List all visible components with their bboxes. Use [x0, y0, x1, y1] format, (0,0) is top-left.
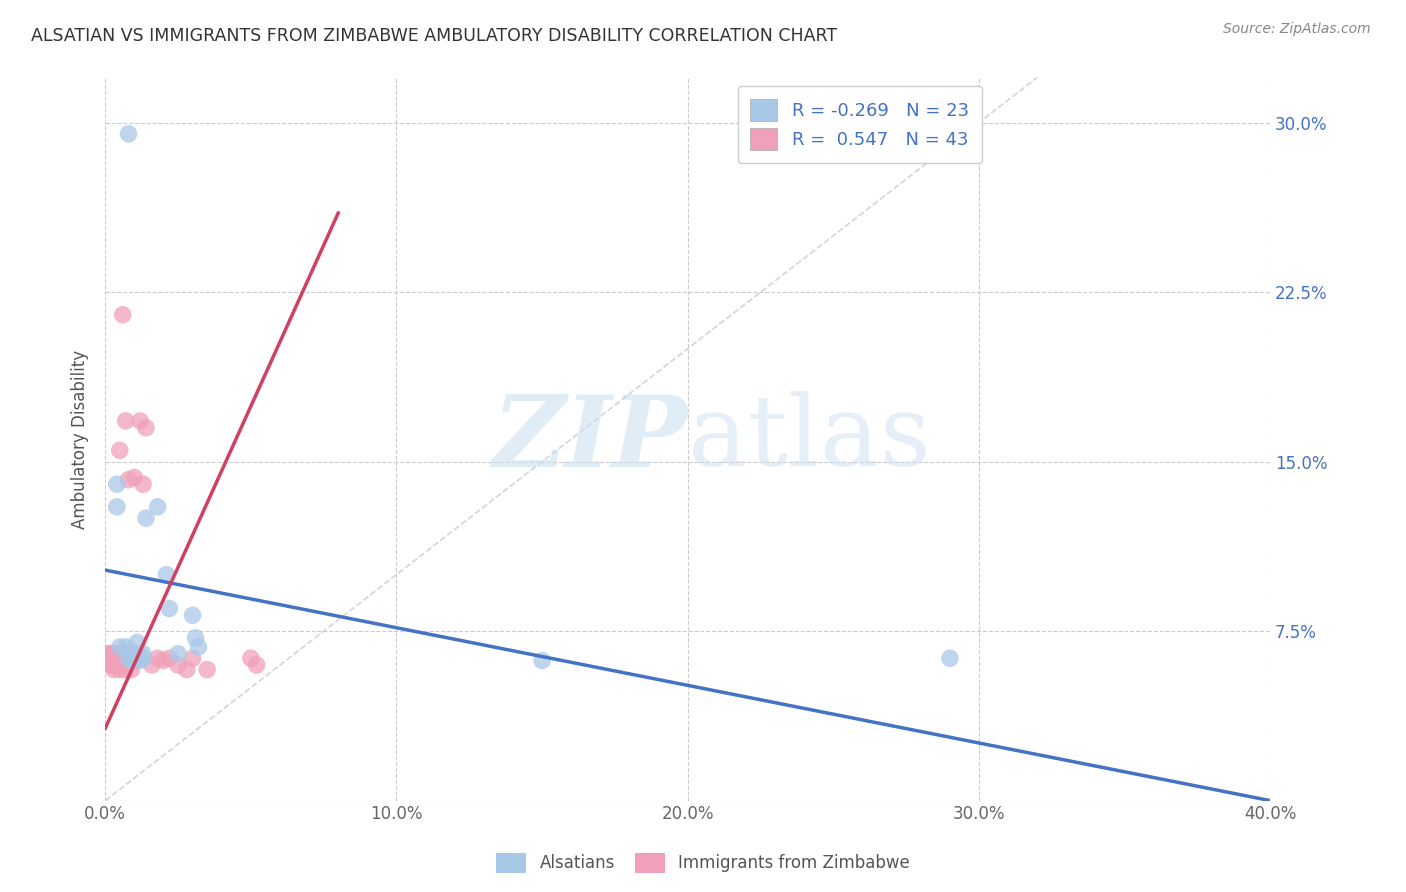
Point [117, 127, 139, 141]
Point [141, 658, 163, 673]
Text: atlas: atlas [688, 391, 931, 487]
Point [120, 653, 142, 667]
Point [97, 647, 120, 661]
Point [111, 653, 134, 667]
Point [114, 653, 136, 667]
Point [103, 647, 125, 661]
Point [152, 653, 174, 667]
Point [239, 651, 262, 665]
Point [114, 414, 136, 428]
Point [135, 511, 157, 525]
Point [117, 651, 139, 665]
Legend: R = -0.269   N = 23, R =  0.547   N = 43: R = -0.269 N = 23, R = 0.547 N = 43 [738, 87, 981, 163]
Point [120, 663, 142, 677]
Point [129, 653, 152, 667]
Point [111, 308, 134, 322]
Point [124, 470, 146, 484]
Point [939, 651, 962, 665]
Point [108, 647, 131, 661]
Point [167, 647, 190, 661]
Point [97, 653, 120, 667]
Point [146, 500, 169, 514]
Point [103, 663, 125, 677]
Point [103, 653, 125, 667]
Point [105, 647, 128, 661]
Point [531, 653, 554, 667]
Point [108, 443, 131, 458]
Text: ZIP: ZIP [492, 391, 688, 487]
Point [114, 640, 136, 654]
Point [105, 477, 128, 491]
Point [181, 608, 204, 623]
Legend: Alsatians, Immigrants from Zimbabwe: Alsatians, Immigrants from Zimbabwe [489, 847, 917, 880]
Point [120, 653, 142, 667]
Point [181, 651, 204, 665]
Point [114, 663, 136, 677]
Point [155, 567, 177, 582]
Point [132, 651, 155, 665]
Text: Source: ZipAtlas.com: Source: ZipAtlas.com [1223, 22, 1371, 37]
Point [103, 658, 125, 673]
Point [117, 647, 139, 661]
Point [105, 658, 128, 673]
Point [124, 653, 146, 667]
Point [117, 473, 139, 487]
Point [187, 640, 209, 654]
Point [184, 631, 207, 645]
Point [135, 421, 157, 435]
Point [108, 640, 131, 654]
Point [108, 663, 131, 677]
Point [246, 658, 269, 673]
Point [111, 647, 134, 661]
Point [108, 653, 131, 667]
Point [176, 663, 198, 677]
Point [157, 601, 180, 615]
Y-axis label: Ambulatory Disability: Ambulatory Disability [72, 350, 89, 529]
Point [100, 647, 122, 661]
Point [132, 647, 155, 661]
Point [146, 651, 169, 665]
Point [100, 658, 122, 673]
Point [114, 647, 136, 661]
Point [124, 651, 146, 665]
Point [167, 658, 190, 673]
Point [124, 647, 146, 661]
Point [157, 651, 180, 665]
Point [127, 647, 149, 661]
Point [195, 663, 218, 677]
Point [129, 414, 152, 428]
Text: ALSATIAN VS IMMIGRANTS FROM ZIMBABWE AMBULATORY DISABILITY CORRELATION CHART: ALSATIAN VS IMMIGRANTS FROM ZIMBABWE AMB… [31, 27, 837, 45]
Point [100, 653, 122, 667]
Point [132, 477, 155, 491]
Point [127, 635, 149, 649]
Point [105, 500, 128, 514]
Point [105, 651, 128, 665]
